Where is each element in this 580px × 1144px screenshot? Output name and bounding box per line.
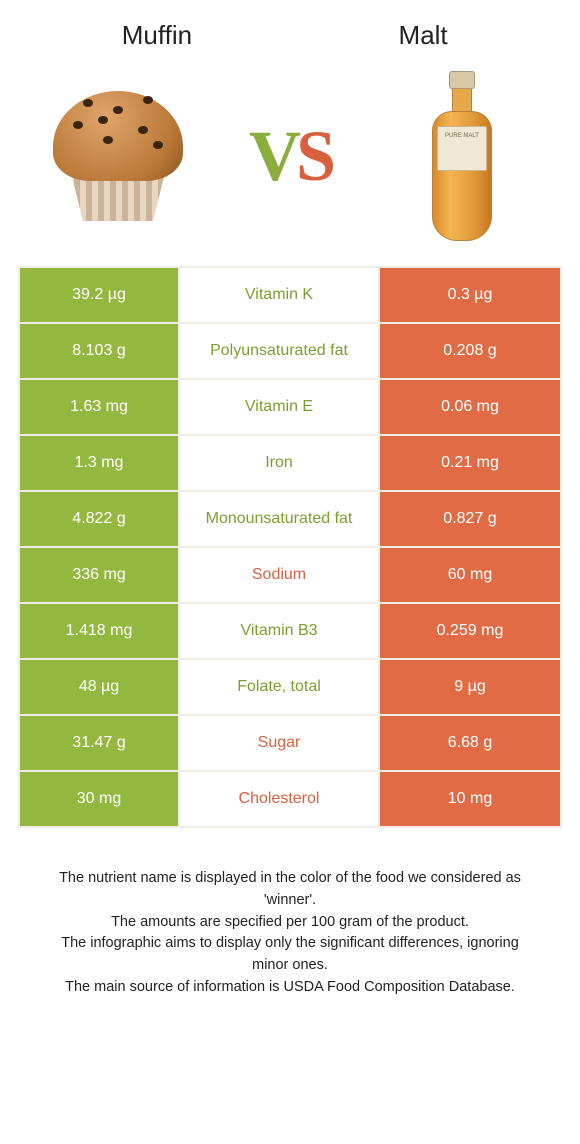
- right-value: 0.208 g: [380, 324, 560, 378]
- muffin-image: [38, 71, 198, 241]
- nutrient-label: Polyunsaturated fat: [180, 324, 380, 378]
- table-row: 8.103 gPolyunsaturated fat0.208 g: [20, 324, 560, 380]
- table-row: 1.63 mgVitamin E0.06 mg: [20, 380, 560, 436]
- right-value: 10 mg: [380, 772, 560, 826]
- images-row: VS PURE MALT: [18, 61, 562, 266]
- vs-v: V: [249, 116, 296, 196]
- nutrient-label: Sodium: [180, 548, 380, 602]
- nutrient-label: Iron: [180, 436, 380, 490]
- vs-label: VS: [249, 115, 331, 198]
- footer-line: The infographic aims to display only the…: [43, 933, 537, 977]
- vs-s: S: [296, 116, 331, 196]
- right-value: 60 mg: [380, 548, 560, 602]
- right-value: 0.3 µg: [380, 268, 560, 322]
- footer-line: The amounts are specified per 100 gram o…: [43, 912, 537, 934]
- left-value: 48 µg: [20, 660, 180, 714]
- right-value: 0.827 g: [380, 492, 560, 546]
- left-value: 1.418 mg: [20, 604, 180, 658]
- footer-notes: The nutrient name is displayed in the co…: [18, 828, 562, 999]
- table-row: 30 mgCholesterol10 mg: [20, 772, 560, 826]
- table-row: 1.3 mgIron0.21 mg: [20, 436, 560, 492]
- table-row: 4.822 gMonounsaturated fat0.827 g: [20, 492, 560, 548]
- malt-bottle-image: PURE MALT: [382, 71, 542, 241]
- nutrient-label: Vitamin K: [180, 268, 380, 322]
- right-value: 9 µg: [380, 660, 560, 714]
- footer-line: The nutrient name is displayed in the co…: [43, 868, 537, 912]
- left-value: 31.47 g: [20, 716, 180, 770]
- right-value: 0.259 mg: [380, 604, 560, 658]
- right-value: 6.68 g: [380, 716, 560, 770]
- table-row: 31.47 gSugar6.68 g: [20, 716, 560, 772]
- nutrition-table: 39.2 µgVitamin K0.3 µg8.103 gPolyunsatur…: [18, 266, 562, 828]
- header: Muffin Malt: [18, 20, 562, 61]
- left-value: 1.3 mg: [20, 436, 180, 490]
- left-value: 39.2 µg: [20, 268, 180, 322]
- nutrient-label: Vitamin B3: [180, 604, 380, 658]
- table-row: 336 mgSodium60 mg: [20, 548, 560, 604]
- table-row: 39.2 µgVitamin K0.3 µg: [20, 268, 560, 324]
- footer-line: The main source of information is USDA F…: [43, 977, 537, 999]
- left-food-title: Muffin: [48, 20, 266, 51]
- right-value: 0.21 mg: [380, 436, 560, 490]
- right-value: 0.06 mg: [380, 380, 560, 434]
- table-row: 1.418 mgVitamin B30.259 mg: [20, 604, 560, 660]
- table-row: 48 µgFolate, total9 µg: [20, 660, 560, 716]
- left-value: 8.103 g: [20, 324, 180, 378]
- nutrient-label: Monounsaturated fat: [180, 492, 380, 546]
- left-value: 1.63 mg: [20, 380, 180, 434]
- nutrient-label: Sugar: [180, 716, 380, 770]
- bottle-label: PURE MALT: [437, 126, 487, 171]
- left-value: 4.822 g: [20, 492, 180, 546]
- nutrient-label: Cholesterol: [180, 772, 380, 826]
- nutrient-label: Vitamin E: [180, 380, 380, 434]
- left-value: 30 mg: [20, 772, 180, 826]
- right-food-title: Malt: [314, 20, 532, 51]
- left-value: 336 mg: [20, 548, 180, 602]
- nutrient-label: Folate, total: [180, 660, 380, 714]
